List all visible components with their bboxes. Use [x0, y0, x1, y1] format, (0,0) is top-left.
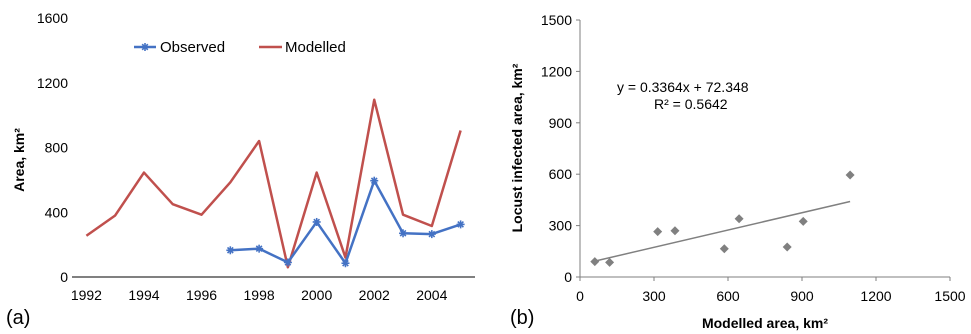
scatter-point	[670, 226, 680, 236]
panel-a-y-tick-labels: 0 400 800 1200 1600	[37, 10, 68, 285]
panel-b-x-tick-label: 300	[642, 288, 666, 304]
panel-a-y-tick-label: 1200	[37, 75, 68, 91]
data-point-observed	[370, 176, 379, 185]
panel-b-x-tick-label: 600	[716, 288, 740, 304]
panel-b-points	[590, 170, 855, 267]
legend-modelled-label: Modelled	[285, 39, 346, 56]
scatter-point	[719, 244, 729, 254]
panel-b-x-tick-labels: 0 300 600 900 1200 1500	[576, 277, 966, 304]
panel-a-series	[85, 98, 465, 269]
panel-b-y-tick-labels: 0 300 600 900 1200 1500	[541, 12, 580, 285]
scatter-point	[653, 227, 663, 237]
data-point-observed	[456, 220, 465, 229]
panel-b-x-tick-label: 900	[790, 288, 814, 304]
panel-b-y-tick-label: 300	[549, 218, 573, 234]
data-point-observed	[255, 244, 264, 253]
panel-a-x-tick-label: 1996	[186, 287, 217, 303]
panel-a-y-tick-label: 800	[45, 140, 69, 156]
trend-r-squared: R² = 0.5642	[654, 96, 728, 112]
panel-a-x-tick-label: 2002	[359, 287, 390, 303]
panel-b-tag: (b)	[510, 307, 534, 329]
panel-a-x-tick-labels: 1992 1994 1996 1998 2000 2002 2004	[71, 287, 448, 303]
scatter-point	[605, 257, 615, 267]
panel-a-x-tick-label: 2000	[301, 287, 332, 303]
data-point-observed	[427, 230, 436, 239]
legend-observed-marker	[141, 43, 149, 51]
scatter-point	[590, 257, 600, 267]
scatter-point	[845, 170, 855, 180]
data-point-observed	[226, 246, 235, 255]
panel-a-line-chart: 0 400 800 1200 1600 1992 1994 1996 1998 2000 2002…	[6, 10, 475, 329]
panel-a-legend: Observed Modelled	[134, 39, 346, 56]
series-line-modelled	[85, 98, 462, 269]
panel-b-x-axis-label: Modelled area, km²	[702, 315, 828, 331]
data-point-observed	[341, 259, 350, 268]
panel-a-y-tick-label: 1600	[37, 10, 68, 26]
panel-b-y-tick-label: 0	[564, 269, 572, 285]
legend-observed-label: Observed	[160, 39, 225, 56]
scatter-point	[734, 214, 744, 224]
panel-b-x-tick-label: 1200	[860, 288, 891, 304]
data-point-observed	[283, 258, 292, 267]
panel-a-x-tick-label: 1998	[244, 287, 275, 303]
panel-b-y-tick-label: 1200	[541, 63, 572, 79]
trend-equation: y = 0.3364x + 72.348	[617, 79, 749, 95]
panel-b-y-tick-label: 1500	[541, 12, 572, 28]
panel-a-y-tick-label: 400	[45, 204, 69, 220]
panel-a-x-tick-label: 2004	[416, 287, 447, 303]
data-point-observed	[399, 229, 408, 238]
scatter-point	[782, 242, 792, 252]
panel-b-trendline	[594, 200, 851, 262]
legend-star-glyph	[141, 43, 149, 51]
panel-b-x-tick-label: 0	[576, 288, 584, 304]
scatter-point	[798, 216, 808, 226]
panel-b-y-axis-label: Locust infected area, km²	[509, 63, 525, 232]
panel-a-y-tick-label: 0	[60, 269, 68, 285]
panel-a-y-axis-label: Area, km²	[11, 128, 27, 192]
panel-b-y-tick-label: 600	[549, 166, 573, 182]
panel-a-x-tick-label: 1994	[128, 287, 159, 303]
data-point-observed	[312, 217, 321, 226]
panel-a-x-tick-label: 1992	[71, 287, 102, 303]
panel-b-y-tick-label: 900	[549, 115, 573, 131]
panel-b-scatter-chart: 0 300 600 900 1200 1500 0 300 600 900 1200 1500 y …	[509, 12, 966, 331]
panel-b-x-tick-label: 1500	[934, 288, 965, 304]
panel-a-tag: (a)	[6, 307, 30, 329]
